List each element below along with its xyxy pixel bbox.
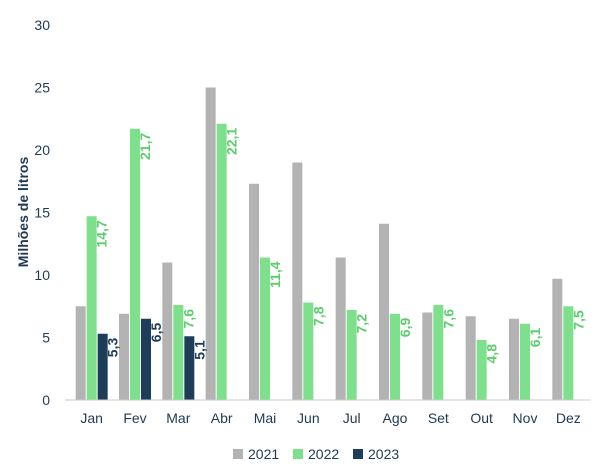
bar-2021-Dez	[552, 278, 563, 400]
bar-2021-Abr	[205, 87, 216, 400]
y-tick-label: 30	[34, 17, 50, 33]
legend-label-2022: 2022	[308, 446, 339, 462]
x-tick-label: Abr	[211, 410, 233, 426]
x-tick-label: Mai	[254, 410, 277, 426]
data-label-2022-Set: 7,6	[440, 309, 456, 329]
bar-2022-Set	[433, 305, 444, 400]
y-tick-label: 25	[34, 80, 50, 96]
y-tick-label: 15	[34, 205, 50, 221]
y-ticks: 0 5 10 15 20 25 30	[34, 17, 50, 408]
y-tick-label: 5	[42, 330, 50, 346]
data-label-2022-Ago: 6,9	[397, 318, 413, 338]
bar-2022-Mai	[260, 257, 270, 400]
bar-2022-Mar	[173, 305, 184, 400]
bar-2021-Set	[422, 312, 433, 400]
y-tick-label: 10	[34, 267, 50, 283]
data-label-2023-Mar: 5,1	[191, 340, 207, 360]
data-label-2022-Nov: 6,1	[527, 328, 543, 348]
y-axis-label: Milhões de litros	[15, 157, 31, 268]
bar-2021-Jul	[335, 257, 346, 400]
data-label-2023-Fev: 6,5	[148, 323, 164, 343]
y-tick-label: 20	[34, 142, 50, 158]
x-tick-label: Dez	[556, 410, 581, 426]
bar-2021-Nov	[509, 318, 519, 400]
data-label-2022-Out: 4,8	[484, 344, 500, 364]
x-tick-label: Mar	[166, 410, 190, 426]
x-tick-label: Set	[428, 410, 449, 426]
bar-2023-Mar	[184, 336, 195, 400]
bar-2022-Dez	[563, 306, 574, 400]
bar-2023-Jan	[97, 333, 108, 400]
data-label-2022-Abr: 22,1	[224, 128, 240, 155]
legend-swatch-2021	[233, 449, 243, 459]
legend-label-2021: 2021	[248, 446, 279, 462]
data-label-2022-Jun: 7,8	[310, 306, 326, 326]
x-tick-label: Ago	[383, 410, 408, 426]
bar-2022-Fev	[130, 128, 140, 400]
bar-2023-Fev	[141, 318, 151, 400]
data-label-2022-Jul: 7,2	[354, 314, 370, 334]
bar-2021-Jun	[292, 162, 303, 400]
bar-2022-Jul	[346, 310, 357, 400]
bar-2021-Out	[465, 316, 476, 400]
x-tick-label: Out	[470, 410, 493, 426]
bar-2022-Jun	[303, 302, 314, 400]
bars	[75, 87, 574, 400]
bar-2021-Mar	[162, 262, 173, 400]
bar-2021-Ago	[379, 223, 389, 400]
bar-2021-Jan	[75, 306, 86, 400]
bar-2022-Jan	[86, 216, 97, 400]
data-label-2022-Dez: 7,5	[570, 310, 586, 330]
x-tick-label: Nov	[513, 410, 538, 426]
bar-2022-Out	[476, 340, 487, 400]
data-labels: 14,7 5,3 21,7 6,5 7,6 5,1 22,1 11,4 7,8 7,2 6,9 7,6…	[94, 128, 587, 364]
bar-2022-Abr	[216, 123, 227, 400]
data-label-2022-Fev: 21,7	[137, 133, 153, 160]
legend-swatch-2022	[293, 449, 303, 459]
data-label-2022-Jan: 14,7	[94, 220, 110, 247]
y-tick-label: 0	[42, 392, 50, 408]
bar-2022-Ago	[390, 313, 400, 400]
data-label-2022-Mai: 11,4	[267, 261, 283, 288]
legend-label-2023: 2023	[368, 446, 399, 462]
x-tick-label: Jun	[297, 410, 320, 426]
x-tick-label: Fev	[123, 410, 146, 426]
bar-2022-Nov	[520, 323, 530, 400]
x-tick-label: Jul	[343, 410, 361, 426]
bar-2021-Mai	[249, 183, 259, 400]
x-ticks: Jan Fev Mar Abr Mai Jun Jul Ago Set Out Nov Dez	[80, 410, 580, 426]
data-label-2022-Mar: 7,6	[180, 309, 196, 329]
legend: 2021 2022 2023	[233, 446, 399, 462]
legend-swatch-2023	[353, 449, 363, 459]
x-tick-label: Jan	[80, 410, 103, 426]
bar-2021-Fev	[119, 313, 129, 400]
data-label-2023-Jan: 5,3	[105, 338, 121, 358]
